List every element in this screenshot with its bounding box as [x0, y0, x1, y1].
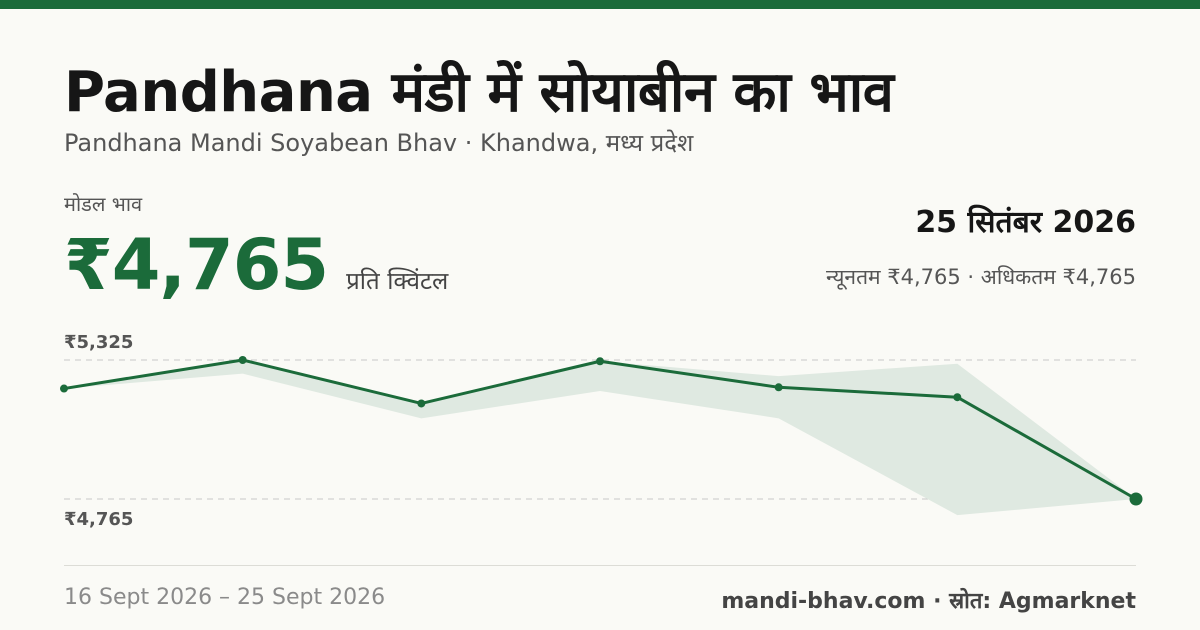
min-max-range: न्यूनतम ₹4,765 · अधिकतम ₹4,765 — [826, 265, 1136, 289]
top-accent-bar — [0, 0, 1200, 9]
data-point — [953, 393, 962, 402]
min-max-band — [64, 360, 1136, 516]
latest-data-point — [1129, 492, 1143, 506]
data-point — [417, 399, 426, 408]
data-point — [60, 384, 68, 393]
page-subtitle: Pandhana Mandi Soyabean Bhav · Khandwa, … — [64, 129, 694, 157]
model-price-row: ₹4,765 प्रति क्विंटल — [64, 224, 448, 306]
y-tick-label-max: ₹5,325 — [64, 332, 134, 353]
model-price-label: मोडल भाव — [64, 192, 143, 216]
footer-date-range: 16 Sept 2026 – 25 Sept 2026 — [64, 585, 386, 610]
price-date: 25 सितंबर 2026 — [915, 205, 1136, 240]
price-unit: प्रति क्विंटल — [346, 267, 449, 295]
y-tick-label-min: ₹4,765 — [64, 509, 134, 530]
footer-divider — [64, 565, 1136, 566]
model-price-value: ₹4,765 — [64, 224, 329, 306]
chart-svg — [60, 356, 1143, 516]
data-point — [596, 357, 604, 366]
price-chart: ₹5,325 ₹4,765 — [0, 320, 1200, 560]
data-point — [238, 356, 247, 364]
page-title: Pandhana मंडी में सोयाबीन का भाव — [64, 60, 894, 125]
footer-source: mandi-bhav.com · स्रोत: Agmarknet — [721, 589, 1136, 614]
data-point — [774, 383, 783, 392]
